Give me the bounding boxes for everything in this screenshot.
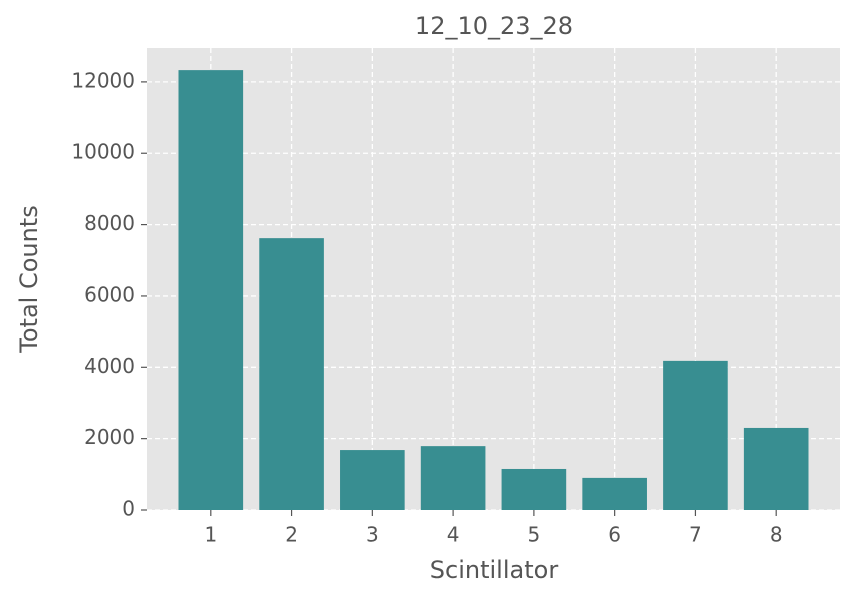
bar [743,427,809,510]
y-tick-label: 2000 [84,425,135,449]
x-tick-label: 7 [689,523,702,547]
x-tick-label: 5 [528,523,541,547]
x-tick-label: 3 [366,523,379,547]
x-tick-label: 6 [608,523,621,547]
x-tick-label: 2 [285,523,298,547]
bar [501,468,567,510]
bar [340,450,405,510]
bar [420,446,486,510]
bar [663,360,728,510]
bar [259,238,324,510]
bar [178,70,244,510]
plot-area [147,48,840,510]
chart-title: 12_10_23_28 [415,12,573,40]
y-tick-label: 6000 [84,282,135,306]
x-tick-label: 8 [770,523,783,547]
y-tick-label: 4000 [84,354,135,378]
bar [582,477,647,510]
x-tick-label: 4 [447,523,460,547]
x-axis-label: Scintillator [430,556,559,584]
y-tick-label: 10000 [71,140,135,164]
x-tick-label: 1 [204,523,217,547]
y-axis-label: Total Counts [15,205,43,353]
y-tick-label: 0 [122,497,135,521]
y-tick-label: 12000 [71,68,135,92]
y-tick-label: 8000 [84,211,135,235]
